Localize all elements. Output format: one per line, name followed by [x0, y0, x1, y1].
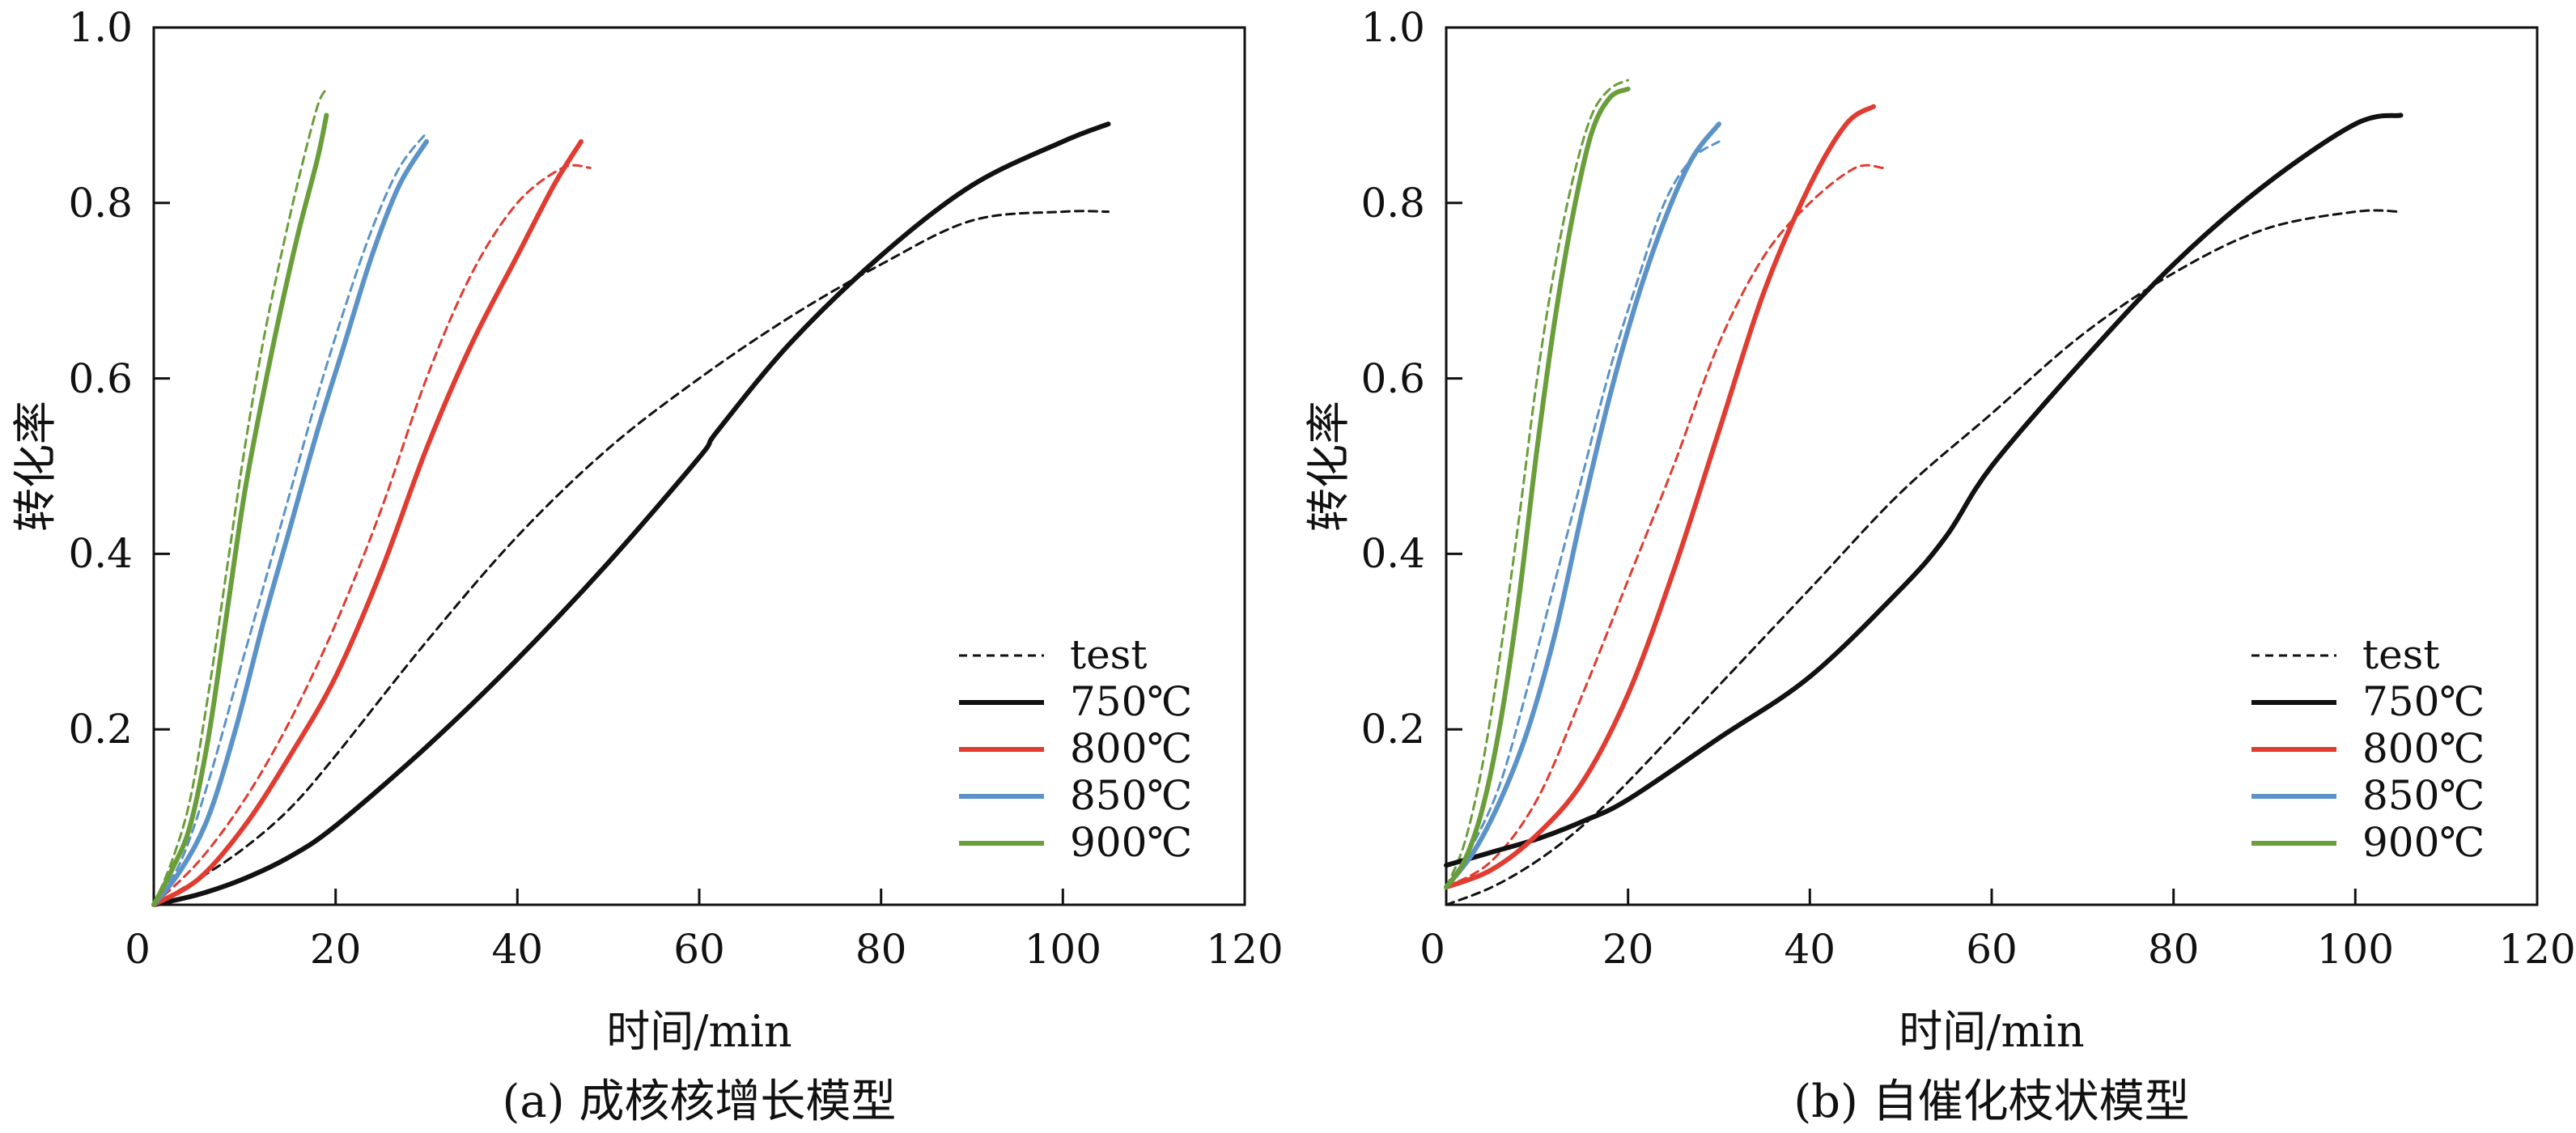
legend-label-750: 750℃	[1070, 678, 1192, 725]
legend-label-test: test	[1070, 631, 1147, 678]
x-axis-b: 0 20 40 60 80 100 120	[1420, 889, 2576, 973]
legend-label-800: 800℃	[2362, 725, 2485, 772]
x-tick-label-b: 20	[1602, 926, 1654, 973]
x-axis-a: 0 20 40 60 80 100 120	[125, 889, 1284, 973]
series-line-test-900c	[1445, 79, 1630, 889]
x-tick-label-a: 60	[673, 926, 725, 973]
y-axis-title-b: 转化率	[1303, 401, 1354, 532]
panel-b: 0.2 0.4 0.6 0.8 1.0 0 20 40 60 80 100 12…	[1303, 4, 2576, 1128]
series-line-test-850c	[152, 131, 428, 906]
x-tick-label-a: 80	[855, 926, 907, 973]
x-tick-label-b: 40	[1784, 926, 1835, 973]
y-tick-label-a: 0.6	[68, 355, 133, 402]
x-tick-label-b: 80	[2148, 926, 2200, 973]
y-axis-b: 0.2 0.4 0.6 0.8 1.0	[1360, 4, 1462, 753]
y-tick-label-b: 1.0	[1360, 4, 1425, 51]
caption-a: (a) 成核核增长模型	[503, 1076, 897, 1128]
y-tick-label-b: 0.2	[1360, 706, 1425, 753]
y-tick-label-a: 0.8	[68, 180, 133, 227]
legend-a: test 750℃ 800℃ 850℃ 900℃	[959, 631, 1192, 866]
x-tick-label-b: 60	[1966, 926, 2018, 973]
series-line-750c	[151, 121, 1111, 907]
panel-a: 0.2 0.4 0.6 0.8 1.0 0 20 40 60 80 100 12…	[10, 4, 1284, 1128]
series-b	[1444, 79, 2404, 906]
y-tick-label-b: 0.8	[1360, 180, 1425, 227]
series-line-900c	[1444, 86, 1631, 890]
series-line-test-850c	[1445, 140, 1721, 889]
x-axis-title-b: 时间/min	[1899, 1006, 2084, 1057]
x-tick-label-a: 40	[491, 926, 543, 973]
x-tick-label-a: 20	[310, 926, 362, 973]
y-tick-label-b: 0.4	[1360, 530, 1425, 577]
series-line-800c	[151, 138, 584, 907]
x-tick-label-b: 100	[2317, 926, 2394, 973]
series-line-test-750c	[152, 210, 1110, 906]
legend-b: test 750℃ 800℃ 850℃ 900℃	[2251, 631, 2485, 866]
y-axis-a: 0.2 0.4 0.6 0.8 1.0	[68, 4, 170, 753]
series-line-test-900c	[152, 87, 328, 906]
y-axis-title-a: 转化率	[10, 401, 61, 532]
legend-label-800: 800℃	[1070, 725, 1192, 772]
series-line-750c	[1444, 112, 2404, 868]
legend-label-850: 850℃	[2362, 772, 2485, 819]
series-line-850c	[1444, 121, 1721, 890]
series-line-test-800c	[1445, 163, 1884, 889]
y-tick-label-a: 1.0	[68, 4, 133, 51]
y-tick-label-a: 0.4	[68, 530, 133, 577]
x-tick-label-b: 0	[1420, 926, 1445, 973]
legend-label-test: test	[2362, 631, 2439, 678]
series-a	[151, 87, 1111, 907]
series-line-test-750c	[1445, 209, 2402, 906]
series-line-800c	[1444, 104, 1876, 890]
x-tick-label-a: 120	[1206, 926, 1283, 973]
x-tick-label-a: 0	[125, 926, 151, 973]
legend-label-900: 900℃	[1070, 819, 1192, 866]
series-line-850c	[151, 138, 429, 907]
caption-b: (b) 自催化枝状模型	[1793, 1076, 2189, 1128]
legend-label-900: 900℃	[2362, 819, 2485, 866]
x-tick-label-a: 100	[1025, 926, 1101, 973]
x-tick-label-b: 120	[2498, 926, 2575, 973]
legend-label-750: 750℃	[2362, 678, 2485, 725]
series-line-900c	[151, 112, 329, 907]
legend-label-850: 850℃	[1070, 772, 1192, 819]
x-axis-title-a: 时间/min	[606, 1006, 791, 1057]
series-line-test-800c	[152, 163, 592, 906]
y-tick-label-a: 0.2	[68, 706, 133, 753]
y-tick-label-b: 0.6	[1360, 355, 1425, 402]
